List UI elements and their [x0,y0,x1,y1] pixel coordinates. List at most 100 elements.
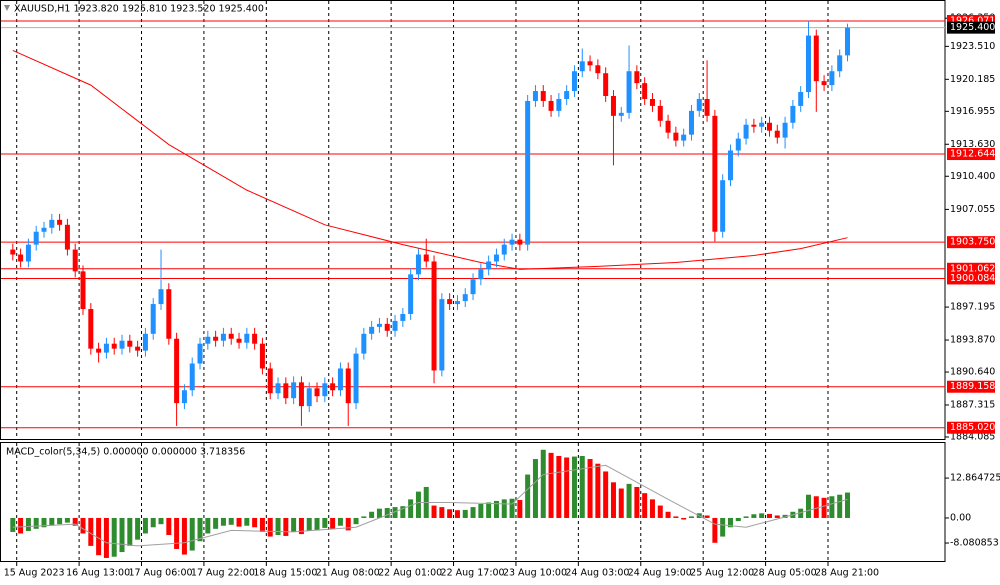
candle-body [462,294,468,302]
candle-body [337,368,343,391]
x-tick-label: 22 Aug 01:00 [378,568,442,579]
macd-bar [197,517,203,542]
macd-bar [361,516,367,518]
macd-bar [166,517,172,536]
candle-body [743,124,749,139]
candle-body [517,239,523,245]
candle-body [10,249,16,255]
candle-body [579,61,585,72]
macd-bar [470,507,476,518]
candle-body [119,340,125,349]
last-price-box [947,21,995,34]
macd-bar [150,517,156,528]
macd-bar [205,517,211,534]
macd-bar [431,505,437,518]
candle-body [298,382,304,407]
macd-bar [415,491,421,518]
macd-bar [119,517,125,553]
candle-body [813,35,819,82]
candle-body [189,363,195,391]
candle-body [244,333,250,343]
macd-bar [649,499,655,518]
candle-body [49,219,55,228]
candle-body [712,115,718,232]
candle-body [790,105,796,123]
candle-body [634,71,640,84]
y-tick-label: 1884.085 [950,431,995,442]
candle-body [486,261,492,270]
macd-bar [49,517,55,526]
candle-body [493,254,499,262]
macd-bar [540,449,546,518]
macd-bar [610,482,616,518]
macd-bar [844,492,850,518]
level-label-box [947,272,995,285]
candle-body [759,122,765,127]
candle-body [431,261,437,371]
candle-body [720,180,726,232]
x-tick-label: 22 Aug 17:00 [441,568,505,579]
macd-bar [283,517,289,536]
candle-body [704,98,710,116]
candle-body [18,254,24,262]
macd-bar [447,509,453,518]
candle-body [844,27,850,56]
candle-body [25,244,31,262]
candle-body [556,98,562,111]
macd-bar [727,517,733,528]
macd-bar [41,517,47,528]
level-label: 1926.071 [950,15,995,26]
y-tick-label: 1923.510 [950,41,995,52]
macd-bar [174,517,180,549]
macd-bar [267,517,273,537]
candle-body [509,239,515,245]
candle-body [548,100,554,111]
x-tick-label: 23 Aug 10:00 [503,568,567,579]
candle-body [384,323,390,331]
macd-bar [688,516,694,518]
y-tick-label: 1890.640 [950,367,995,378]
macd-bar [751,514,757,518]
macd-bar [400,506,406,518]
pane-frame [0,442,946,562]
candle-body [532,91,538,101]
macd-bar [80,517,86,534]
macd-bar [532,459,538,518]
candle-body [657,105,663,121]
macd-bar [462,509,468,518]
macd-bar [603,471,609,518]
macd-bar [626,483,632,518]
macd-bar [493,500,499,518]
candle-body [766,122,772,131]
candle-body [314,388,320,397]
chart-title: XAUUSD,H1 1923.820 1925.810 1923.520 192… [14,4,264,15]
level-label: 1903.750 [950,237,995,248]
x-tick-label: 21 Aug 08:00 [316,568,380,579]
macd-bar [57,517,63,525]
candle-body [322,383,328,397]
candle-body [696,98,702,111]
candle-body [103,343,109,353]
candle-body [267,368,273,394]
y-tick-label: 1913.630 [950,139,995,150]
candle-body [220,333,226,341]
macd-bar [228,517,234,525]
macd-bar [158,517,164,525]
y-tick-label: 12.864725 [950,473,1000,484]
macd-bar [673,516,679,518]
candle-body [361,333,367,354]
macd-bar [509,498,515,518]
macd-bar [252,517,258,528]
x-tick-label: 24 Aug 19:00 [628,568,692,579]
macd-bar [548,452,554,518]
signal-line [12,464,848,547]
y-tick-label: 1920.185 [950,74,995,85]
candle-body [540,91,546,101]
candle-body [291,382,297,399]
level-label: 1900.084 [950,273,995,284]
candle-body [673,132,679,141]
candle-body [150,304,156,334]
macd-bar [634,486,640,518]
candle-body [478,269,484,280]
